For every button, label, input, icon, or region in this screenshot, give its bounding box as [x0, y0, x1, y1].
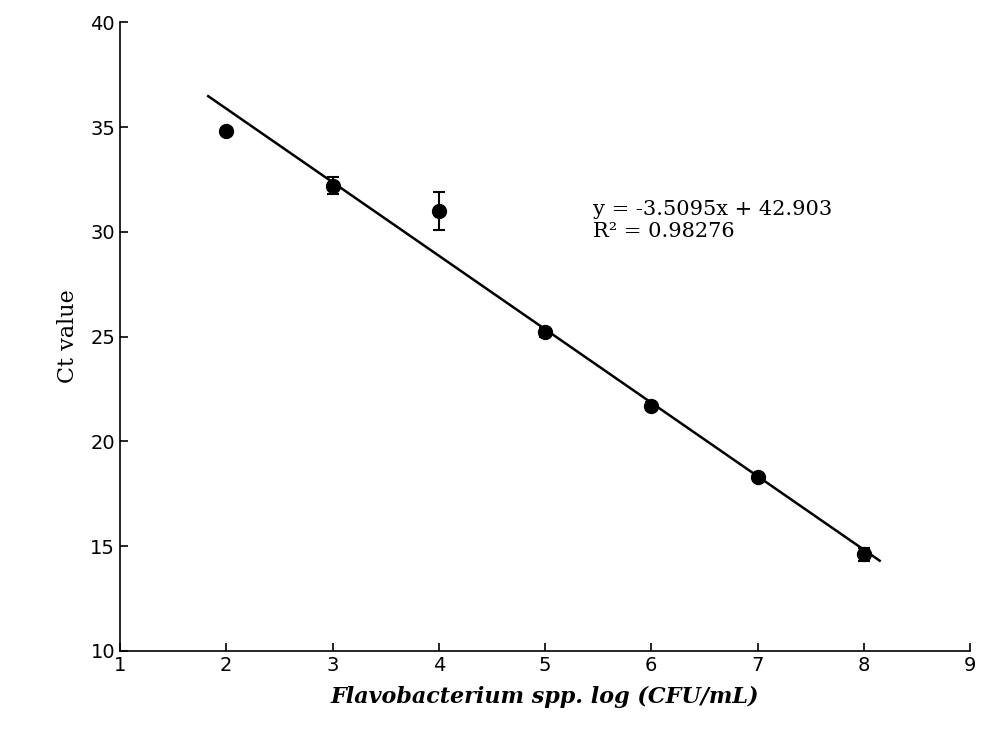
Text: y = -3.5095x + 42.903
R² = 0.98276: y = -3.5095x + 42.903 R² = 0.98276 — [593, 200, 832, 242]
Y-axis label: Ct value: Ct value — [57, 289, 79, 384]
X-axis label: Flavobacterium spp. log (CFU/mL): Flavobacterium spp. log (CFU/mL) — [331, 686, 759, 708]
